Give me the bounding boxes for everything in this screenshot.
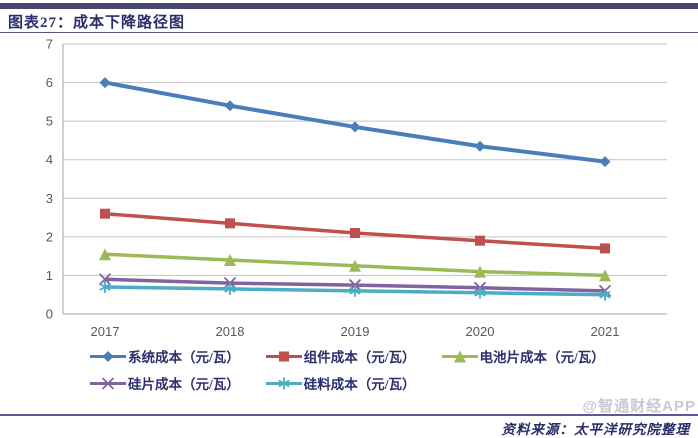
chart-area: 0 1 2 3 4 5 6 7 2017 2018 2019 2020 2021 xyxy=(0,36,698,339)
asterisk-marker-icon xyxy=(265,377,302,389)
legend-item-3: 硅片成本（元/瓦） xyxy=(90,373,240,393)
diamond-marker-icon xyxy=(90,350,126,362)
series-硅料成本（元/瓦） xyxy=(99,281,611,301)
y-axis-tick-label: 5 xyxy=(46,114,53,129)
y-axis-tick-label: 7 xyxy=(46,37,53,52)
x-axis-tick-label: 2020 xyxy=(466,324,495,338)
legend-label: 电池片成本（元/瓦） xyxy=(479,350,605,365)
legend-label: 硅片成本（元/瓦） xyxy=(128,377,240,392)
legend-label: 硅料成本（元/瓦） xyxy=(303,377,416,392)
series-电池片成本（元/瓦） xyxy=(99,248,611,282)
square-marker-icon xyxy=(265,351,302,361)
legend-label: 组件成本（元/瓦） xyxy=(303,350,416,365)
figure-title: 图表27：成本下降路径图 xyxy=(8,15,186,31)
chart-legend: 系统成本（元/瓦） 组件成本（元/瓦） 电池片成本（元/瓦） 硅片成本（元/瓦） 硅料成… xyxy=(90,346,680,393)
x-axis-tick-label: 2019 xyxy=(341,324,370,338)
series-系统成本（元/瓦） xyxy=(99,77,611,168)
y-axis-tick-label: 6 xyxy=(46,75,53,90)
bottom-divider xyxy=(0,414,698,416)
x-axis-tick-label: 2018 xyxy=(216,324,245,338)
legend-label: 系统成本（元/瓦） xyxy=(128,350,240,365)
y-axis-tick-label: 1 xyxy=(46,268,53,283)
series-组件成本（元/瓦） xyxy=(100,208,610,254)
triangle-marker-icon xyxy=(441,350,478,362)
line-chart: 0 1 2 3 4 5 6 7 2017 2018 2019 2020 2021 xyxy=(46,37,667,339)
source-note: 资料来源：太平洋研究院整理 xyxy=(501,422,690,437)
x-axis-tick-label: 2021 xyxy=(591,324,620,338)
y-axis-tick-label: 4 xyxy=(46,152,53,167)
legend-item-4: 硅料成本（元/瓦） xyxy=(265,373,416,393)
legend-item-1: 组件成本（元/瓦） xyxy=(265,346,416,366)
y-axis-tick-label: 0 xyxy=(46,307,53,322)
legend-item-2: 电池片成本（元/瓦） xyxy=(441,346,605,366)
x-axis-tick-label: 2017 xyxy=(91,324,120,338)
top-accent-bar xyxy=(0,3,698,9)
y-axis-tick-label: 2 xyxy=(46,229,53,244)
x-marker-icon xyxy=(90,376,126,390)
legend-item-0: 系统成本（元/瓦） xyxy=(90,346,240,366)
y-axis-tick-label: 3 xyxy=(46,191,53,206)
watermark-text: @智通财经APP xyxy=(582,398,696,415)
title-underline xyxy=(0,32,698,33)
